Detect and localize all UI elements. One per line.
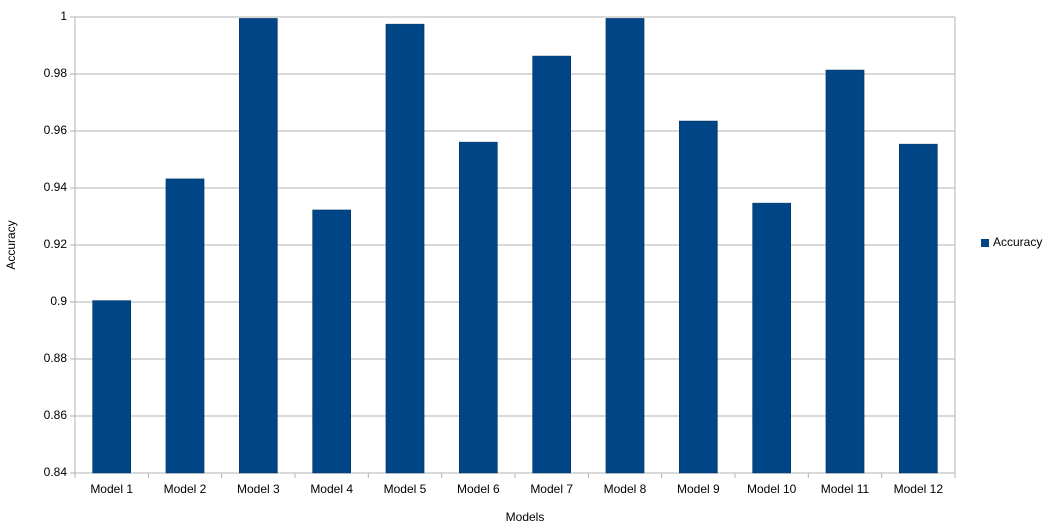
x-tick-label: Model 2 [164, 482, 207, 496]
x-tick-label: Model 9 [677, 482, 720, 496]
x-tick-label: Model 8 [604, 482, 647, 496]
bar [239, 18, 278, 474]
bar [532, 55, 571, 474]
legend-label: Accuracy [993, 235, 1042, 249]
x-tick-label: Model 1 [90, 482, 133, 496]
bar [92, 300, 131, 474]
y-tick-label: 0.86 [44, 408, 68, 422]
x-tick-label: Model 11 [821, 482, 870, 496]
y-tick-label: 0.92 [44, 237, 68, 251]
y-tick-label: 0.84 [44, 465, 68, 479]
y-tick-label: 0.9 [50, 294, 67, 308]
bar [605, 18, 645, 474]
y-tick-label: 0.88 [44, 351, 68, 365]
bar [899, 143, 938, 474]
x-tick-label: Model 5 [384, 482, 427, 496]
bar [385, 23, 425, 474]
y-tick-label: 0.94 [44, 180, 68, 194]
bar [165, 178, 205, 474]
bar [825, 69, 865, 474]
x-tick-label: Model 4 [310, 482, 353, 496]
x-tick-label: Model 7 [530, 482, 573, 496]
bar [459, 141, 498, 474]
x-tick-label: Model 12 [894, 482, 944, 496]
x-axis-title: Models [506, 510, 545, 524]
x-tick-label: Model 6 [457, 482, 500, 496]
x-tick-label: Model 3 [237, 482, 280, 496]
bar [679, 120, 718, 474]
x-tick-label: Model 10 [747, 482, 797, 496]
y-tick-label: 0.96 [44, 123, 68, 137]
y-tick-label: 0.98 [44, 66, 68, 80]
y-tick-label: 1 [60, 9, 67, 23]
bar [752, 202, 791, 474]
legend-swatch [981, 239, 989, 247]
y-axis-title: Accuracy [4, 220, 18, 269]
bar [312, 209, 351, 474]
